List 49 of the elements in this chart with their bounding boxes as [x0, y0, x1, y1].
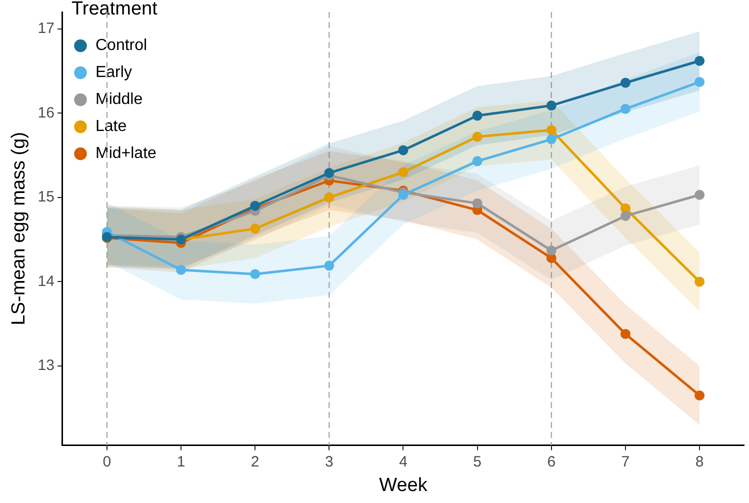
point: [250, 200, 260, 211]
point: [694, 56, 705, 66]
x-tick-label: 6: [547, 453, 556, 470]
point: [620, 78, 630, 88]
legend-label: Early: [95, 64, 132, 82]
point: [472, 132, 482, 142]
x-tick-label: 0: [102, 453, 112, 470]
point: [324, 192, 334, 202]
x-tick-label: 3: [324, 453, 334, 470]
point: [546, 246, 556, 256]
point: [250, 224, 260, 234]
legend-title: Treatment: [72, 0, 158, 20]
point: [324, 168, 334, 178]
point: [546, 134, 556, 144]
legend-label: Control: [95, 37, 148, 54]
x-tick-label: 7: [621, 453, 630, 470]
point: [620, 210, 630, 221]
y-tick-label: 15: [38, 188, 54, 206]
point: [546, 100, 556, 111]
point: [620, 328, 630, 339]
y-tick-label: 16: [38, 104, 54, 122]
point: [472, 198, 482, 208]
y-axis-title: LS-mean egg mass (g): [8, 132, 30, 326]
point: [472, 110, 482, 121]
point: [250, 269, 260, 280]
point: [694, 76, 705, 87]
x-tick-label: 2: [250, 453, 260, 470]
point: [398, 167, 408, 178]
legend-label: Mid+late: [95, 145, 157, 162]
legend-label: Middle: [95, 91, 143, 108]
point: [398, 190, 408, 200]
point: [324, 260, 334, 271]
point: [398, 145, 408, 156]
x-tick-label: 4: [399, 453, 408, 470]
point: [694, 276, 705, 287]
point: [472, 156, 482, 166]
x-tick-label: 1: [176, 453, 186, 470]
y-tick-label: 14: [38, 272, 54, 290]
point: [620, 104, 630, 114]
legend-label: Late: [95, 118, 127, 136]
point: [694, 190, 705, 200]
x-tick-label: 5: [473, 453, 482, 470]
point: [694, 390, 705, 400]
point: [176, 264, 186, 275]
point: [546, 124, 556, 135]
x-axis-title: Week: [379, 474, 428, 496]
y-tick-label: 17: [38, 20, 54, 37]
y-tick-label: 13: [38, 357, 54, 374]
x-tick-label: 8: [695, 453, 704, 470]
